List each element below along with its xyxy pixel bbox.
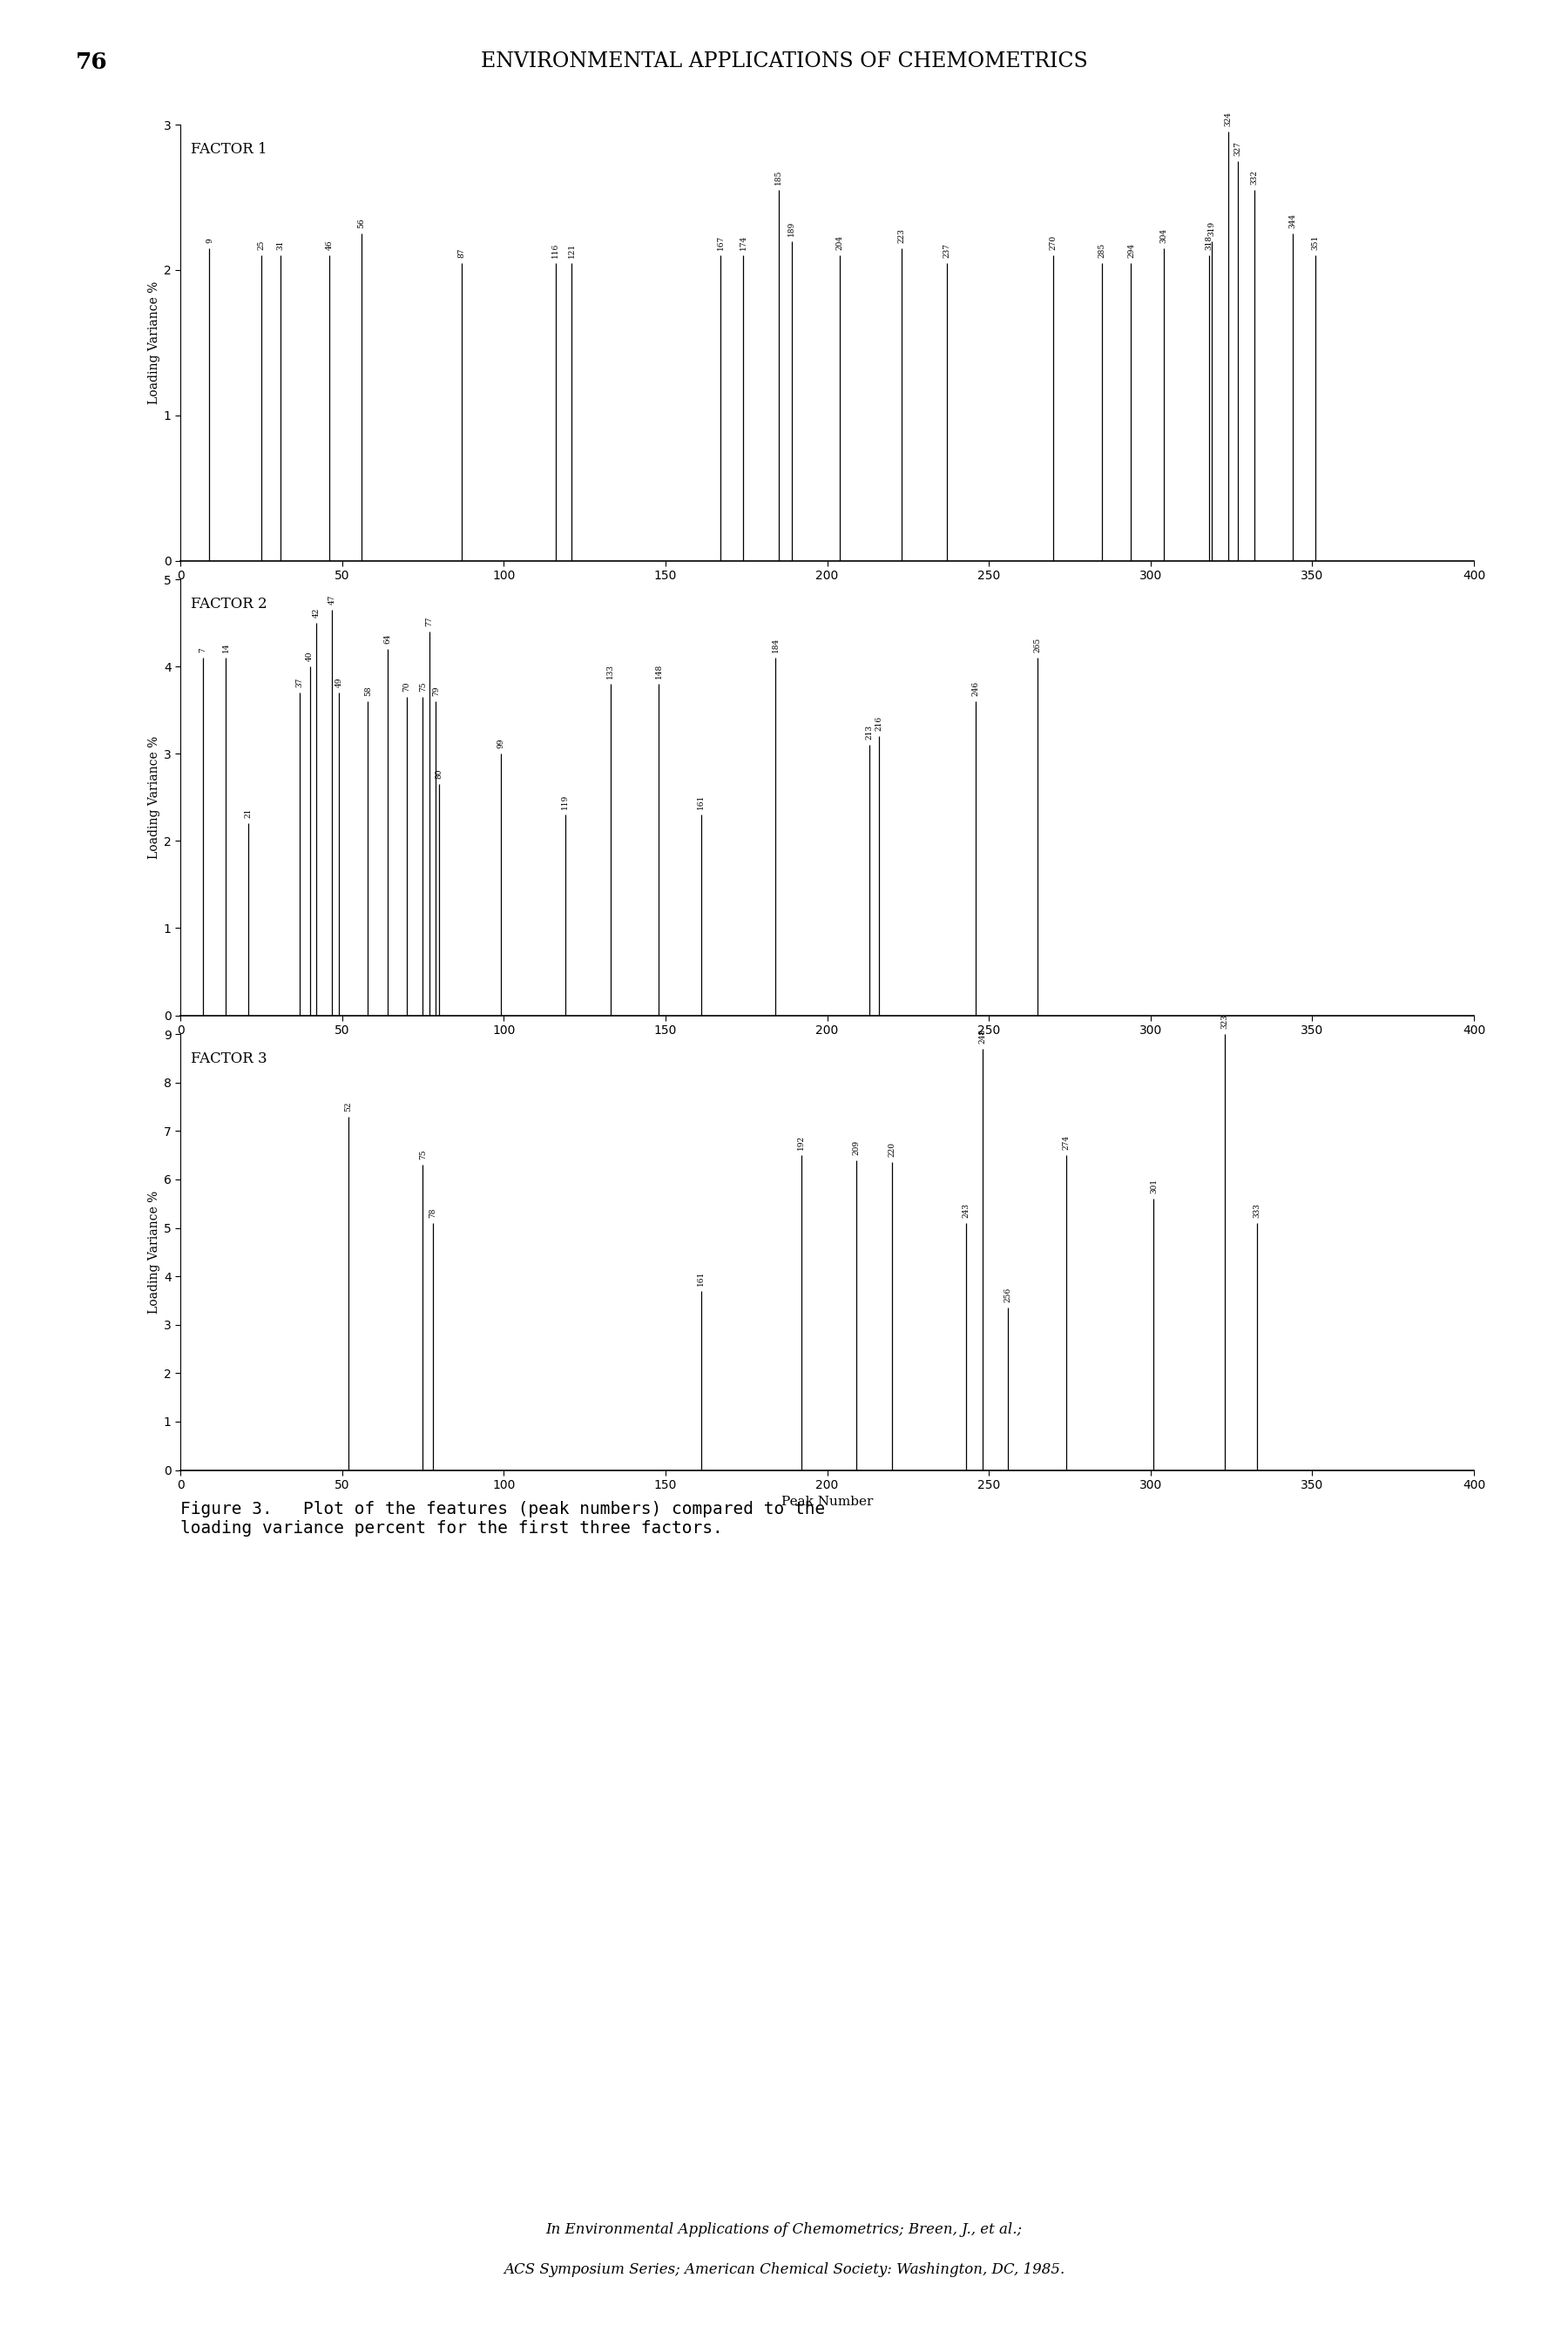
Text: 14: 14	[221, 642, 229, 652]
Text: 56: 56	[358, 219, 365, 228]
Text: 161: 161	[698, 795, 706, 809]
Text: 79: 79	[431, 687, 439, 696]
Text: 75: 75	[419, 682, 426, 691]
Text: 216: 216	[875, 715, 883, 731]
Text: 76: 76	[75, 52, 107, 73]
Text: 184: 184	[771, 637, 779, 652]
Text: 46: 46	[325, 240, 332, 249]
Text: 204: 204	[836, 235, 844, 249]
Text: 248: 248	[978, 1028, 986, 1044]
Text: 31: 31	[276, 240, 284, 249]
Text: 304: 304	[1159, 228, 1167, 242]
Text: 351: 351	[1311, 235, 1319, 249]
Text: 148: 148	[655, 663, 663, 680]
Text: 42: 42	[312, 607, 320, 619]
Text: FACTOR 1: FACTOR 1	[191, 141, 267, 158]
X-axis label: Peak Number: Peak Number	[781, 586, 873, 600]
Text: 49: 49	[336, 677, 343, 687]
Text: 333: 333	[1253, 1204, 1261, 1218]
Y-axis label: Loading Variance %: Loading Variance %	[147, 736, 160, 858]
Text: Figure 3.   Plot of the features (peak numbers) compared to the
loading variance: Figure 3. Plot of the features (peak num…	[180, 1501, 825, 1536]
Text: 7: 7	[199, 647, 207, 652]
Text: 21: 21	[245, 809, 252, 818]
Text: 189: 189	[787, 221, 795, 235]
Text: 344: 344	[1289, 214, 1297, 228]
Text: 121: 121	[568, 242, 575, 256]
Text: 116: 116	[552, 242, 560, 256]
Text: 209: 209	[853, 1141, 861, 1155]
Text: 265: 265	[1033, 637, 1041, 652]
Text: 174: 174	[739, 235, 746, 249]
Text: 270: 270	[1049, 235, 1057, 249]
Text: 319: 319	[1207, 221, 1215, 235]
Text: 87: 87	[458, 247, 466, 256]
Text: 220: 220	[887, 1143, 895, 1157]
Text: FACTOR 3: FACTOR 3	[191, 1051, 267, 1065]
Text: 256: 256	[1005, 1287, 1013, 1303]
Text: 237: 237	[942, 242, 950, 256]
Text: ACS Symposium Series; American Chemical Society: Washington, DC, 1985.: ACS Symposium Series; American Chemical …	[503, 2263, 1065, 2277]
Text: 25: 25	[257, 240, 265, 249]
Text: 301: 301	[1149, 1178, 1157, 1192]
Text: 70: 70	[403, 682, 411, 691]
Text: 64: 64	[384, 635, 392, 644]
Text: 99: 99	[497, 739, 505, 748]
Text: 47: 47	[328, 595, 336, 604]
Text: ENVIRONMENTAL APPLICATIONS OF CHEMOMETRICS: ENVIRONMENTAL APPLICATIONS OF CHEMOMETRI…	[480, 52, 1088, 73]
Text: 223: 223	[897, 228, 905, 242]
Text: 324: 324	[1225, 113, 1232, 127]
Y-axis label: Loading Variance %: Loading Variance %	[147, 1190, 160, 1312]
Text: 285: 285	[1098, 242, 1105, 256]
Text: 323: 323	[1221, 1014, 1229, 1028]
Text: 9: 9	[205, 238, 213, 242]
X-axis label: Peak Number: Peak Number	[781, 1496, 873, 1508]
Y-axis label: Loading Variance %: Loading Variance %	[147, 282, 160, 405]
Text: 294: 294	[1127, 242, 1135, 256]
Text: 213: 213	[866, 724, 873, 741]
Text: 243: 243	[963, 1202, 971, 1218]
Text: 52: 52	[345, 1101, 353, 1110]
Text: 40: 40	[306, 652, 314, 661]
Text: 119: 119	[561, 795, 569, 809]
Text: 58: 58	[364, 687, 372, 696]
Text: 161: 161	[698, 1270, 706, 1287]
Text: In Environmental Applications of Chemometrics; Breen, J., et al.;: In Environmental Applications of Chemome…	[546, 2223, 1022, 2237]
Text: 80: 80	[436, 769, 442, 779]
Text: 318: 318	[1204, 235, 1212, 249]
Text: 192: 192	[797, 1136, 806, 1150]
X-axis label: Peak Number: Peak Number	[781, 1042, 873, 1054]
Text: FACTOR 2: FACTOR 2	[191, 597, 267, 612]
Text: 332: 332	[1250, 169, 1258, 186]
Text: 77: 77	[425, 616, 433, 626]
Text: 185: 185	[775, 169, 782, 186]
Text: 274: 274	[1063, 1136, 1071, 1150]
Text: 37: 37	[296, 677, 304, 687]
Text: 75: 75	[419, 1150, 426, 1160]
Text: 167: 167	[717, 235, 724, 249]
Text: 133: 133	[607, 663, 615, 680]
Text: 327: 327	[1234, 141, 1242, 155]
Text: 246: 246	[972, 682, 980, 696]
Text: 78: 78	[428, 1207, 436, 1218]
